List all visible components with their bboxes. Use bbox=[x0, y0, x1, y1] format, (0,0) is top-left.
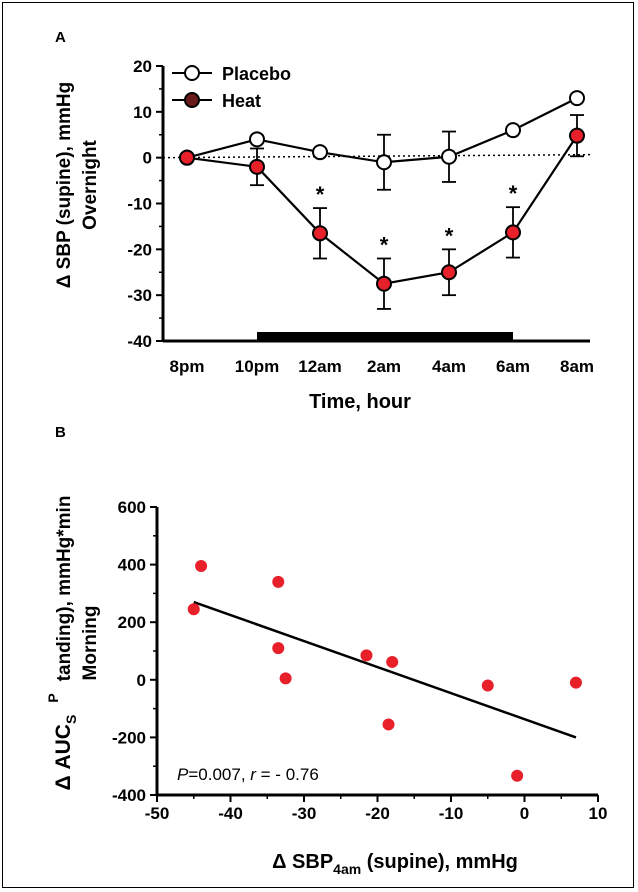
panel-b-ylabel-part1: Δ AUC bbox=[52, 724, 75, 790]
panel-a-xtick-label: 12am bbox=[298, 357, 341, 376]
panel-b-xtick-label: -30 bbox=[292, 804, 317, 823]
heat-point bbox=[441, 264, 457, 281]
panel-a-xtick-label: 4am bbox=[432, 357, 466, 376]
panel-b-xlabel-part1: Δ SBP bbox=[272, 851, 333, 873]
panel-a-ytick-label: -30 bbox=[127, 286, 152, 305]
panel-b-ylabel-morning: Morning bbox=[80, 606, 101, 681]
panel-b-xlabel-sub: 4am bbox=[333, 861, 361, 877]
panel-b-ytick-label: 600 bbox=[118, 498, 146, 517]
panel-b-xtick-label: -20 bbox=[365, 804, 390, 823]
significance-star: * bbox=[380, 233, 389, 258]
annotation-r-value: = - 0.76 bbox=[256, 765, 319, 784]
scatter-point bbox=[279, 672, 292, 685]
panel-b-xtick-label: -50 bbox=[145, 804, 170, 823]
panel-a-ytick-label: -20 bbox=[127, 240, 152, 259]
panel-a-ytick-label: -40 bbox=[127, 332, 152, 351]
panel-b-points bbox=[187, 560, 582, 782]
annotation-r-label: r bbox=[250, 765, 257, 784]
legend-heat-label: Heat bbox=[222, 91, 261, 111]
scatter-point bbox=[481, 679, 494, 692]
scatter-point bbox=[272, 575, 285, 588]
panel-a-xtick-label: 8am bbox=[560, 357, 594, 376]
panel-b-xtick-label: 0 bbox=[520, 804, 529, 823]
panel-a-ylabel: Δ SBP (supine), mmHg bbox=[54, 82, 75, 289]
scatter-point bbox=[569, 676, 582, 689]
significance-star: * bbox=[445, 223, 454, 248]
panel-b-xtick-label: -10 bbox=[439, 804, 464, 823]
annotation-p-value: =0.007, bbox=[188, 765, 250, 784]
panel-a-ylabel-group: Δ SBP (supine), mmHg Overnight bbox=[54, 82, 101, 289]
panel-b: B Δ AUCS Ptanding), mmHg*min Morning 600 4… bbox=[45, 424, 607, 877]
panel-a-ytick-label: 0 bbox=[143, 149, 152, 168]
panel-b-annotation: P=0.007, r = - 0.76 bbox=[177, 765, 319, 784]
panel-a-xtick-label: 2am bbox=[367, 357, 401, 376]
significance-star: * bbox=[509, 181, 518, 206]
legend-heat-marker bbox=[184, 92, 200, 108]
panel-b-ylabel-sub-s: S bbox=[63, 715, 79, 724]
panel-a-zero-line bbox=[162, 153, 591, 159]
panel-b-ylabel: Δ AUCS Ptanding), mmHg*min bbox=[45, 496, 79, 791]
panel-a-legend: Placebo Heat bbox=[172, 64, 291, 111]
panel-b-xtick-label: 10 bbox=[589, 804, 608, 823]
panel-b-ytick-label: 0 bbox=[137, 671, 146, 690]
panel-b-ylabel-part2: tanding), mmHg*min bbox=[54, 496, 75, 682]
heat-point bbox=[249, 158, 265, 175]
panel-a-xtick-label: 10pm bbox=[235, 357, 279, 376]
panel-a-series: * * * * bbox=[179, 90, 585, 310]
scatter-point bbox=[195, 560, 208, 573]
panel-a: A Δ SBP (supine), mmHg Overnight 20 10 0 -1… bbox=[54, 29, 594, 413]
panel-b-label: B bbox=[55, 424, 66, 441]
panel-a-ytick-label: 10 bbox=[133, 103, 152, 122]
placebo-point bbox=[249, 131, 265, 148]
panel-b-xlabel: Δ SBP4am (supine), mmHg bbox=[272, 851, 518, 877]
panel-b-ytick-label: 200 bbox=[118, 613, 146, 632]
panel-a-xtick-label: 6am bbox=[496, 357, 530, 376]
panel-b-ylabel-group: Δ AUCS Ptanding), mmHg*min Morning bbox=[45, 496, 101, 791]
placebo-point bbox=[376, 154, 392, 171]
heat-point bbox=[179, 149, 195, 166]
heat-point bbox=[505, 224, 521, 241]
panel-b-axes bbox=[155, 507, 598, 797]
panel-b-ytick-label: -200 bbox=[112, 728, 146, 747]
placebo-point bbox=[312, 144, 328, 161]
significance-star: * bbox=[316, 182, 325, 207]
panel-b-ytick-label: -400 bbox=[112, 786, 146, 805]
panel-a-ytick-label: 20 bbox=[133, 57, 152, 76]
panel-a-ytick-label: -10 bbox=[127, 195, 152, 214]
placebo-point bbox=[441, 148, 457, 165]
panel-b-xlabel-part2: (supine), mmHg bbox=[361, 851, 518, 873]
legend-placebo-label: Placebo bbox=[222, 64, 291, 84]
regression-line bbox=[193, 600, 577, 739]
panel-b-ticks: 600 400 200 0 -200 -400-50 -40 -30 -20 -10 0 10 bbox=[112, 498, 607, 823]
panel-a-xlabel: Time, hour bbox=[309, 391, 411, 413]
placebo-point bbox=[569, 90, 585, 107]
scatter-point bbox=[386, 655, 399, 668]
panel-a-heat-period-bar bbox=[257, 332, 513, 340]
panel-a-ylabel-overnight: Overnight bbox=[80, 139, 101, 229]
scatter-point bbox=[382, 718, 395, 731]
legend-placebo-marker bbox=[184, 65, 200, 81]
panel-b-ylabel-sub-p: P bbox=[45, 693, 61, 702]
panel-b-ytick-label: 400 bbox=[118, 556, 146, 575]
placebo-point bbox=[505, 122, 521, 139]
panel-a-xtick-label: 8pm bbox=[170, 357, 205, 376]
panel-a-label: A bbox=[55, 29, 66, 46]
scatter-point bbox=[272, 642, 285, 655]
heat-point bbox=[312, 225, 328, 242]
panel-b-xtick-label: -40 bbox=[218, 804, 243, 823]
scatter-point bbox=[360, 649, 373, 662]
scatter-point bbox=[187, 603, 200, 616]
scatter-point bbox=[511, 769, 524, 782]
heat-point bbox=[569, 127, 585, 144]
annotation-p-label: P bbox=[177, 765, 189, 784]
heat-point bbox=[376, 275, 392, 292]
panel-a-ticks: 20 10 0 -10 -20 -30 -40 8pm 10pm 12am 2am 4am 6am 8am bbox=[127, 57, 594, 376]
